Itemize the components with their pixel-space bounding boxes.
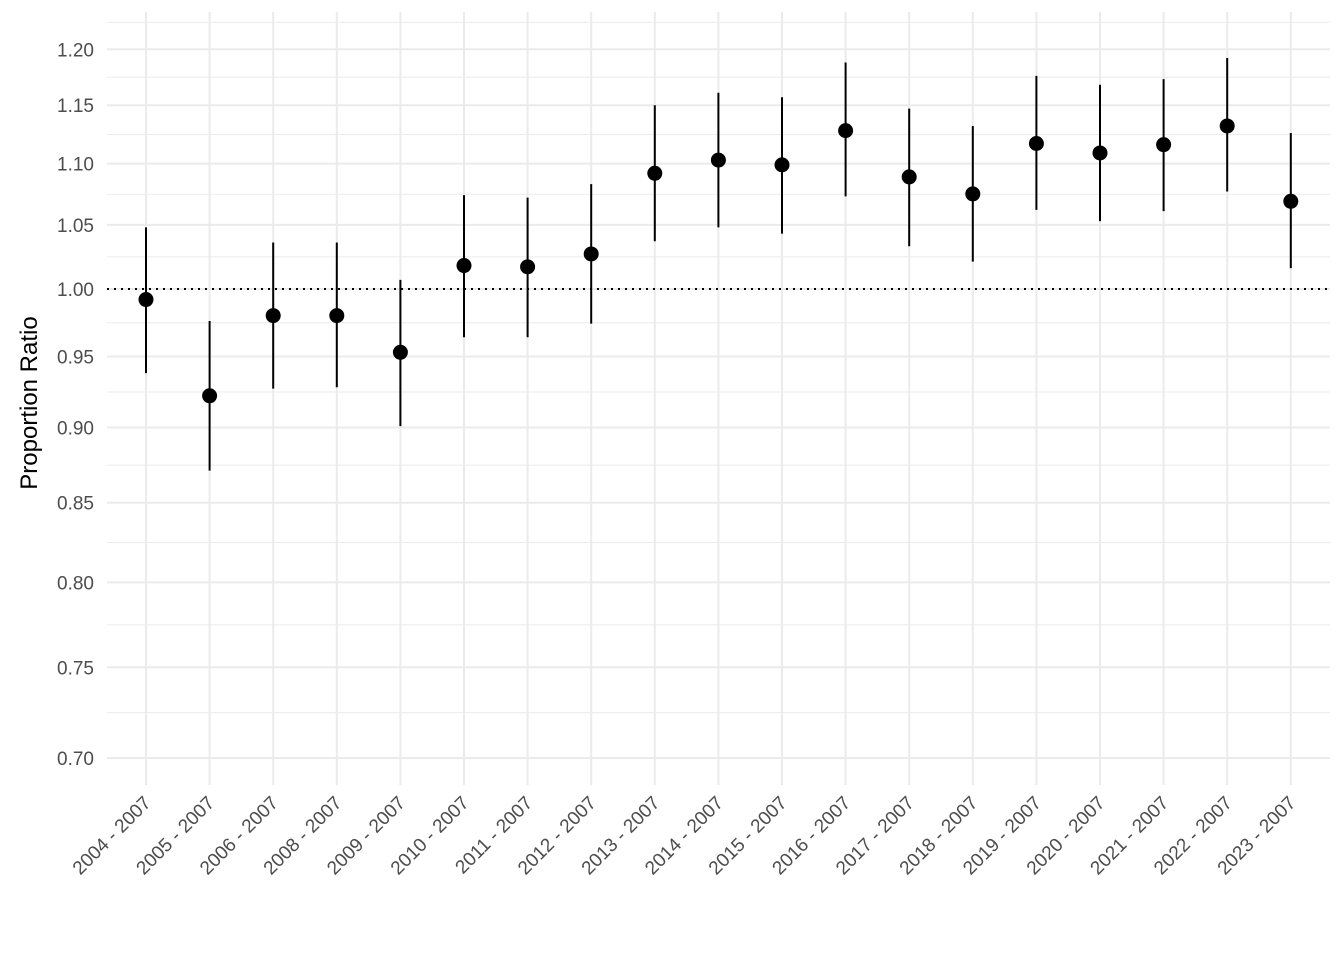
y-axis-title: Proportion Ratio	[16, 316, 43, 489]
data-point	[774, 157, 790, 173]
data-point	[1028, 136, 1044, 152]
y-tick-label: 0.75	[57, 658, 94, 679]
y-tick-label: 0.70	[57, 749, 94, 770]
grid	[107, 12, 1330, 785]
data-point	[647, 165, 663, 181]
data-point	[520, 259, 536, 275]
data-point	[901, 169, 917, 185]
data-point	[1156, 137, 1172, 153]
data-point	[202, 388, 218, 404]
data-point	[965, 186, 981, 202]
data-point	[1092, 145, 1108, 161]
y-tick-label: 1.00	[57, 280, 94, 301]
y-tick-label: 1.20	[57, 40, 94, 61]
y-tick-label: 1.15	[57, 96, 94, 117]
y-tick-label: 1.05	[57, 216, 94, 237]
data-point	[1283, 193, 1299, 209]
data-point	[710, 152, 726, 168]
y-tick-label: 0.95	[57, 347, 94, 368]
data-point	[1219, 118, 1235, 134]
y-tick-label: 0.90	[57, 419, 94, 440]
y-tick-label: 0.80	[57, 573, 94, 594]
data-point	[392, 344, 408, 360]
y-tick-label: 1.10	[57, 155, 94, 176]
data-point	[583, 246, 599, 262]
y-axis-tick-labels: 0.70 0.75 0.80 0.85 0.90 0.95 1.00 1.05 1.10 1.15…	[57, 40, 94, 770]
y-tick-label: 0.85	[57, 494, 94, 515]
data-point	[265, 308, 281, 324]
data-point	[138, 292, 154, 308]
points	[138, 118, 1299, 404]
data-point	[456, 258, 472, 274]
data-point	[329, 308, 345, 324]
data-point	[838, 123, 854, 139]
